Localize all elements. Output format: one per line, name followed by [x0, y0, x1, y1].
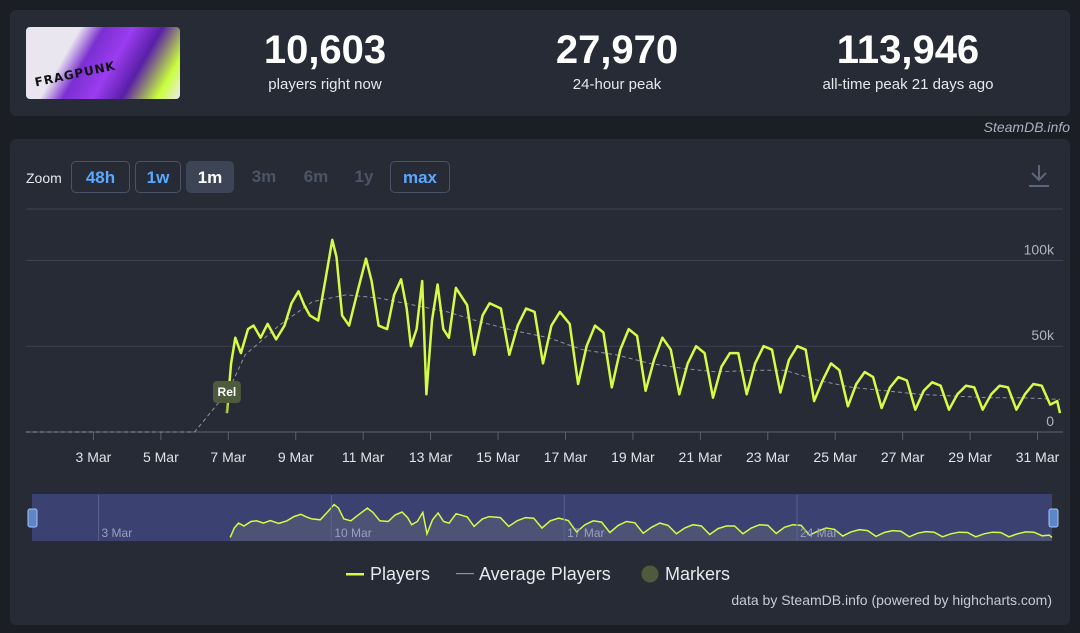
markers-legend-swatch [641, 565, 659, 583]
stat-label: all-time peak 21 days ago [822, 76, 994, 93]
stat-current-players: 10,603 players right now [175, 28, 475, 93]
x-tick-label: 3 Mar [76, 449, 112, 465]
zoom-1y-button: 1y [354, 167, 374, 186]
stat-all-time-peak: 113,946 all-time peak 21 days ago [758, 28, 1058, 93]
x-tick-label: 7 Mar [210, 449, 246, 465]
legend: Players Average Players Markers [10, 563, 1070, 585]
x-tick-label: 31 Mar [1016, 449, 1060, 465]
stats-bar: FRAGPUNK 10,603 players right now 27,970… [10, 10, 1070, 116]
navigator-right-handle[interactable] [1048, 508, 1059, 528]
x-tick-label: 21 Mar [679, 449, 723, 465]
navigator-tick-label: 24 Mar [800, 526, 837, 540]
x-tick-label: 13 Mar [409, 449, 453, 465]
x-tick-label: 11 Mar [342, 449, 385, 465]
game-thumbnail[interactable]: FRAGPUNK [26, 27, 180, 99]
zoom-1m-button[interactable]: 1m [186, 161, 234, 193]
zoom-label: Zoom [26, 170, 62, 186]
stat-label: 24-hour peak [572, 76, 662, 93]
x-tick-label: 27 Mar [881, 449, 925, 465]
x-tick-label: 17 Mar [544, 449, 588, 465]
players-legend-swatch [346, 573, 364, 576]
legend-average-players[interactable]: Average Players [479, 564, 611, 584]
stat-value: 10,603 [263, 28, 387, 72]
navigator-tick-label: 3 Mar [102, 526, 133, 540]
release-marker[interactable]: Rel [212, 381, 241, 414]
y-tick-label: 0 [1046, 413, 1054, 429]
zoom-1w-button[interactable]: 1w [135, 161, 181, 193]
stat-24h-peak: 27,970 24-hour peak [467, 28, 767, 93]
x-tick-label: 29 Mar [948, 449, 992, 465]
zoom-3m-button: 3m [251, 167, 277, 186]
navigator-tick-label: 17 Mar [567, 526, 604, 540]
stat-value: 27,970 [555, 28, 679, 72]
download-icon[interactable] [1027, 163, 1051, 189]
y-tick-label: 100k [1024, 241, 1055, 257]
stat-label: players right now [268, 76, 382, 93]
players-line [225, 238, 1062, 414]
x-tick-label: 19 Mar [611, 449, 655, 465]
navigator-area [230, 504, 1052, 541]
player-chart[interactable]: 0 50k 100k 3 Mar 5 Mar 7 Mar 9 Mar 11 Mar 13 Ma… [10, 139, 1070, 559]
chart-panel: Zoom 48h 1w 1m 3m 6m 1y max 0 50k 100k 3 M… [10, 139, 1070, 625]
legend-players[interactable]: Players [370, 564, 431, 584]
navigator-tick-label: 10 Mar [334, 526, 371, 540]
navigator-left-handle[interactable] [27, 508, 38, 528]
x-tick-label: 9 Mar [278, 449, 314, 465]
legend-markers[interactable]: Markers [665, 564, 731, 584]
x-tick-label: 5 Mar [143, 449, 179, 465]
average-legend-swatch [456, 573, 474, 575]
zoom-max-button[interactable]: max [390, 161, 450, 193]
game-logo: FRAGPUNK [33, 58, 118, 90]
stat-value: 113,946 [836, 28, 980, 72]
y-tick-label: 50k [1031, 327, 1055, 343]
navigator-line [229, 503, 1053, 538]
zoom-48h-button[interactable]: 48h [71, 161, 130, 193]
x-tick-label: 23 Mar [746, 449, 790, 465]
x-tick-label: 15 Mar [476, 449, 520, 465]
x-tick-label: 25 Mar [813, 449, 857, 465]
chart-footer[interactable]: data by SteamDB.info (powered by highcha… [731, 592, 1052, 608]
marker-label: Rel [218, 385, 237, 399]
steamdb-credit[interactable]: SteamDB.info [983, 119, 1070, 135]
zoom-6m-button: 6m [303, 167, 329, 186]
